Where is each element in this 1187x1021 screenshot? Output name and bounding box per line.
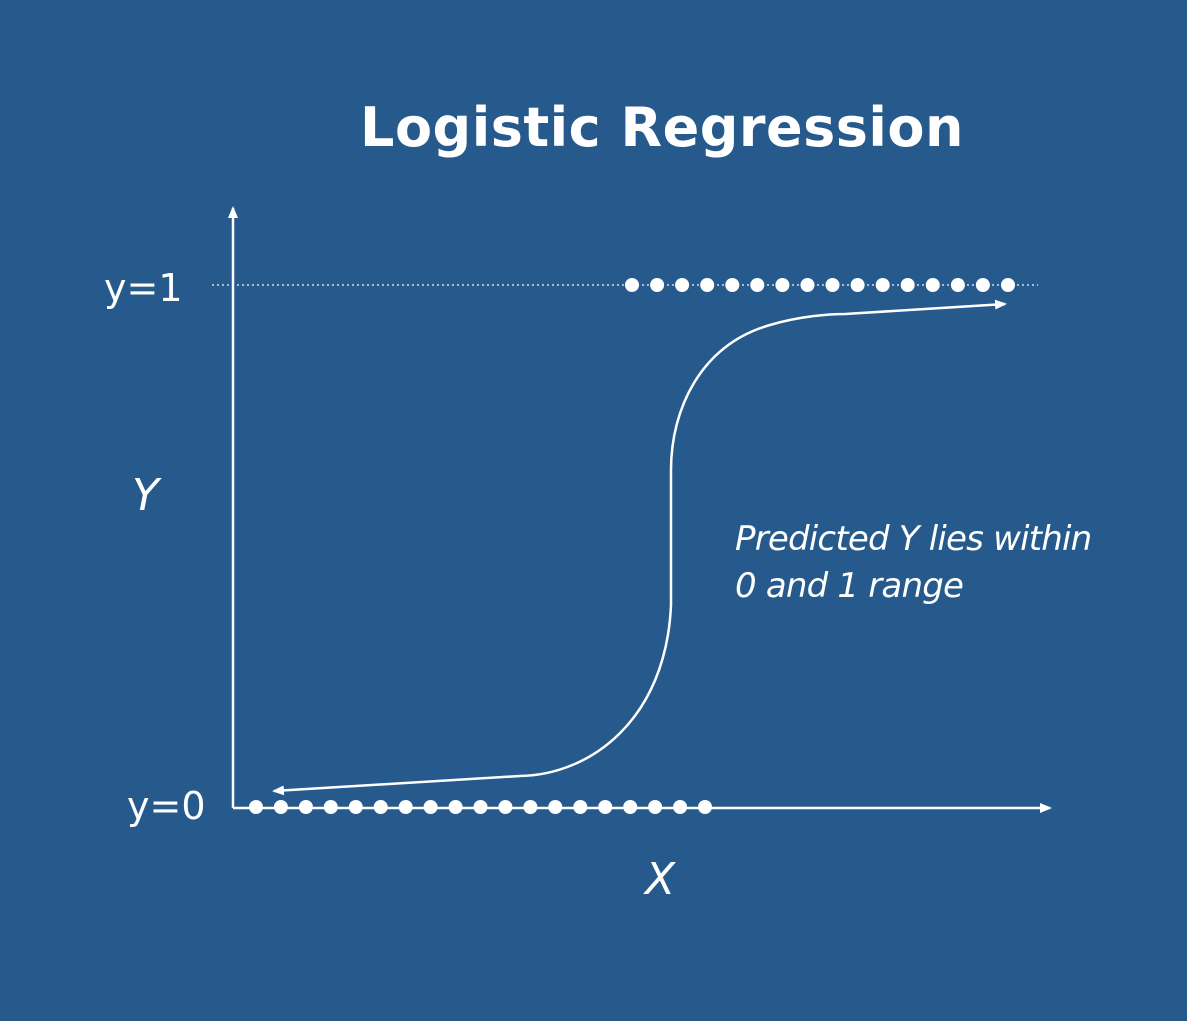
class-0-point (348, 800, 363, 814)
class-0-point (249, 800, 263, 814)
class-0-point (323, 800, 338, 814)
annotation-text: Predicted Y lies within 0 and 1 range (735, 516, 1092, 610)
class-0-point (273, 800, 288, 814)
sigmoid-curve-upper (669, 299, 1007, 605)
annotation-line-1: Predicted Y lies within (735, 519, 1092, 559)
y-zero-label: y=0 (127, 784, 206, 828)
class-0-point (523, 800, 538, 814)
class-1-point (875, 278, 890, 292)
class-0-point (548, 800, 563, 814)
class-1-point (800, 278, 815, 292)
class-1-point (825, 278, 840, 292)
class-0-point (373, 800, 388, 814)
class-0-point (298, 800, 313, 814)
class-0-point (598, 800, 613, 814)
class-1-point (625, 278, 639, 292)
class-1-point (650, 278, 665, 292)
class-1-point (900, 278, 915, 292)
class-1-point (1001, 278, 1015, 292)
class-0-point (673, 800, 688, 814)
class-0-point (623, 800, 638, 814)
class-1-point (700, 278, 715, 292)
class-0-point (448, 800, 463, 814)
class-1-points (625, 278, 1015, 292)
x-axis-label: X (645, 854, 676, 905)
class-0-point (573, 800, 588, 814)
class-1-point (750, 278, 765, 292)
class-1-point (725, 278, 740, 292)
class-1-point (925, 278, 940, 292)
y-axis-label: Y (132, 470, 159, 521)
class-0-point (498, 800, 513, 814)
class-1-point (950, 278, 965, 292)
class-1-point (675, 278, 690, 292)
class-0-point (423, 800, 438, 814)
class-0-point (398, 800, 413, 814)
class-0-points (249, 800, 712, 814)
class-1-point (775, 278, 790, 292)
class-1-point (975, 278, 990, 292)
class-0-point (648, 800, 663, 814)
diagram-title: Logistic Regression (360, 96, 964, 159)
class-1-point (850, 278, 865, 292)
annotation-line-2: 0 and 1 range (735, 566, 964, 606)
class-0-point (473, 800, 488, 814)
sigmoid-curve-lower (272, 604, 673, 796)
y-one-label: y=1 (104, 266, 183, 310)
class-0-point (698, 800, 712, 814)
